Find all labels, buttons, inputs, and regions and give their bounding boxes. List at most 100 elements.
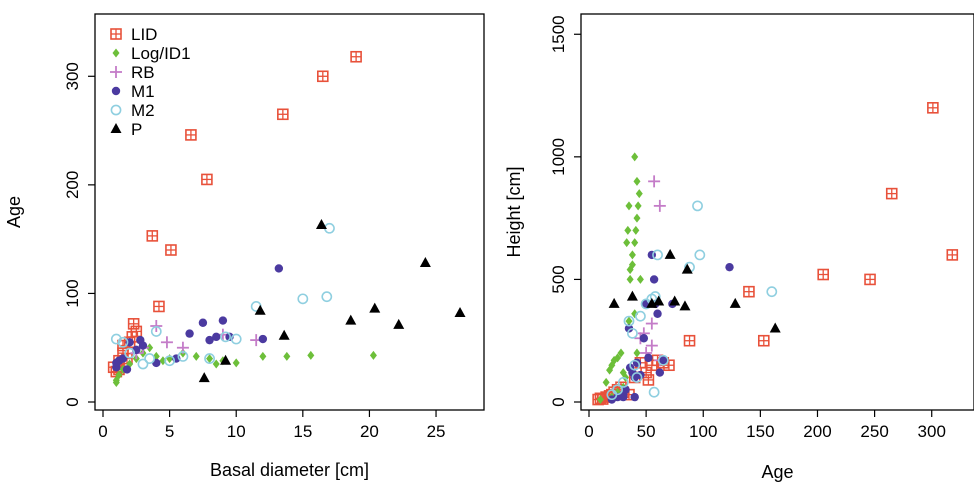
y-tick-label: 300: [63, 62, 82, 90]
point-p: [220, 354, 232, 365]
point-m2: [627, 327, 638, 339]
point-lid: [146, 230, 159, 242]
x-tick-label: 250: [860, 422, 888, 441]
point-m2: [321, 291, 333, 303]
point-lid: [130, 325, 143, 338]
point-lid: [127, 318, 140, 330]
point-p: [278, 329, 290, 340]
point-lid: [946, 249, 959, 261]
point-m2: [612, 384, 623, 396]
point-m2: [629, 359, 641, 371]
point-p: [653, 295, 665, 306]
point-p: [419, 257, 431, 268]
legend-marker-m1: [111, 86, 121, 96]
point-m2: [648, 386, 660, 398]
point-p: [345, 314, 357, 325]
point-log-id1: [596, 395, 604, 405]
y-tick-label: 0: [63, 397, 82, 406]
point-p: [198, 372, 210, 383]
point-m2: [177, 350, 189, 362]
point-m2: [220, 331, 231, 343]
point-m2: [124, 347, 136, 359]
point-m2: [652, 249, 663, 261]
point-lid: [201, 173, 213, 186]
point-log-id1: [283, 351, 291, 361]
x-axis-title: Basal diameter [cm]: [210, 460, 369, 480]
point-m2: [649, 291, 661, 302]
point-rb: [150, 320, 163, 332]
point-m2: [164, 355, 176, 367]
legend-label-p: P: [131, 120, 142, 139]
point-m2: [110, 333, 122, 345]
point-m2: [766, 286, 778, 298]
series-m1: [607, 250, 734, 404]
legend-label-m1: M1: [131, 82, 155, 101]
point-log-id1: [636, 274, 644, 284]
point-lid: [153, 300, 165, 313]
point-m1: [619, 392, 628, 402]
point-rb: [160, 336, 173, 349]
point-p: [608, 297, 620, 308]
y-tick-label: 0: [549, 397, 568, 406]
point-log-id1: [614, 353, 622, 363]
point-m2: [623, 315, 635, 327]
y-tick-label: 100: [63, 279, 82, 307]
y-tick-label: 1000: [549, 138, 568, 176]
point-p: [393, 318, 405, 329]
point-log-id1: [626, 274, 634, 284]
point-m1: [212, 332, 221, 342]
point-m1: [644, 353, 653, 363]
point-p: [626, 290, 638, 301]
point-lid: [743, 285, 755, 298]
point-rb: [645, 317, 658, 330]
point-m1: [659, 356, 668, 365]
point-lid: [817, 268, 829, 281]
point-log-id1: [192, 351, 200, 361]
legend-label-log-id1: Log/ID1: [131, 44, 191, 63]
point-lid: [185, 129, 197, 141]
point-log-id1: [631, 152, 639, 162]
point-log-id1: [623, 238, 631, 248]
point-m2: [617, 376, 629, 388]
point-log-id1: [115, 370, 123, 380]
point-p: [369, 302, 381, 313]
point-rb: [648, 175, 661, 188]
series-p: [198, 219, 466, 383]
legend-label-lid: LID: [131, 25, 157, 44]
point-log-id1: [617, 348, 625, 358]
series-log-id1: [112, 343, 377, 387]
y-tick-label: 500: [549, 265, 568, 293]
y-tick-label: 1500: [549, 15, 568, 53]
plot-frame-1: [94, 13, 485, 411]
point-log-id1: [628, 250, 636, 260]
point-m2: [635, 310, 646, 322]
chart-panel-2: 0 50 100 150 200 250 300 0 500 1000 1500 Age Height …: [504, 13, 974, 482]
point-m2: [144, 353, 156, 364]
x-tick-label: 0: [98, 422, 107, 441]
point-log-id1: [633, 176, 641, 186]
point-log-id1: [633, 348, 641, 358]
point-m2: [150, 326, 162, 337]
point-log-id1: [625, 201, 633, 211]
x-tick-label: 15: [293, 422, 312, 441]
point-m1: [198, 318, 208, 327]
point-lid: [317, 70, 329, 83]
point-log-id1: [632, 225, 640, 235]
legend-marker-lid: [110, 28, 122, 40]
x-tick-label: 20: [360, 422, 379, 441]
series-p: [608, 248, 781, 333]
point-log-id1: [634, 201, 642, 211]
point-m1: [218, 316, 228, 325]
series-m2: [110, 222, 335, 370]
point-p: [254, 304, 266, 315]
point-m1: [653, 309, 662, 318]
point-m2: [694, 249, 706, 261]
x-tick-label: 10: [227, 422, 246, 441]
point-rb: [645, 339, 658, 352]
data-points-1: [107, 50, 466, 387]
point-m1: [624, 324, 634, 333]
point-log-id1: [635, 189, 643, 199]
point-lid: [864, 273, 876, 286]
point-m1: [725, 262, 734, 272]
point-m1: [274, 264, 284, 273]
